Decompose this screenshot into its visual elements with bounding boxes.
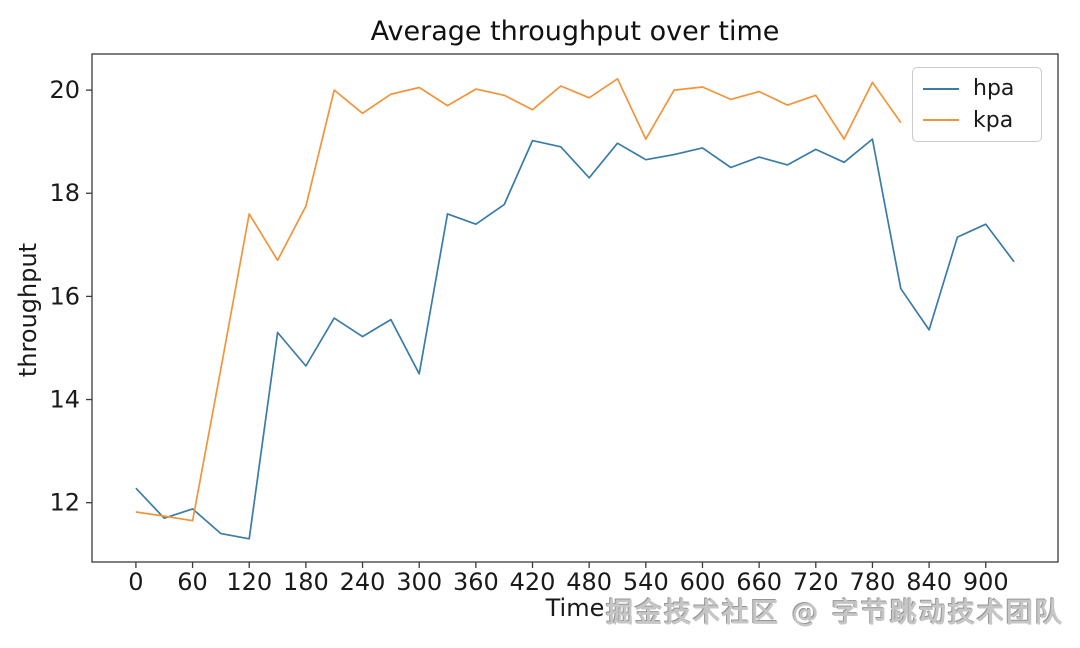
chart-title: Average throughput over time — [370, 16, 780, 47]
legend-item-hpa: hpa — [923, 76, 1031, 101]
hpa-line — [135, 138, 1015, 540]
y-tick-label: 14 — [49, 386, 80, 414]
watermark: 掘金技术社区 @ 字节跳动技术团队 — [606, 598, 1064, 629]
x-tick-label: 180 — [283, 568, 329, 596]
axes-frame — [91, 53, 1059, 563]
x-tick-label: 240 — [340, 568, 386, 596]
x-tick-label: 480 — [566, 568, 612, 596]
legend-label-kpa: kpa — [973, 107, 1014, 133]
x-tick-label: 420 — [510, 568, 556, 596]
hpa-line-sample-icon — [923, 87, 959, 90]
y-tick-label: 18 — [49, 179, 80, 207]
x-tick-label: 600 — [680, 568, 726, 596]
legend-item-kpa: kpa — [923, 108, 1031, 133]
x-tick-label: 360 — [453, 568, 499, 596]
y-tick-label: 16 — [49, 282, 80, 310]
y-tick-label: 20 — [49, 76, 80, 104]
x-axis-label: Time — [545, 594, 605, 622]
x-tick-label: 60 — [177, 568, 208, 596]
legend-label-hpa: hpa — [973, 76, 1015, 102]
kpa-line — [135, 77, 902, 522]
x-tick-label: 840 — [906, 568, 952, 596]
x-tick-label: 300 — [396, 568, 442, 596]
x-tick-label: 120 — [226, 568, 272, 596]
x-tick-label: 540 — [623, 568, 669, 596]
legend: hpa kpa — [912, 67, 1042, 142]
x-tick-label: 660 — [736, 568, 782, 596]
y-tick-label: 12 — [49, 489, 80, 517]
y-axis-label: throughput — [14, 242, 42, 378]
kpa-line-sample-icon — [923, 119, 959, 122]
x-tick-label: 720 — [793, 568, 839, 596]
x-tick-label: 0 — [128, 568, 143, 596]
x-tick-label: 900 — [963, 568, 1009, 596]
x-tick-label: 780 — [850, 568, 896, 596]
